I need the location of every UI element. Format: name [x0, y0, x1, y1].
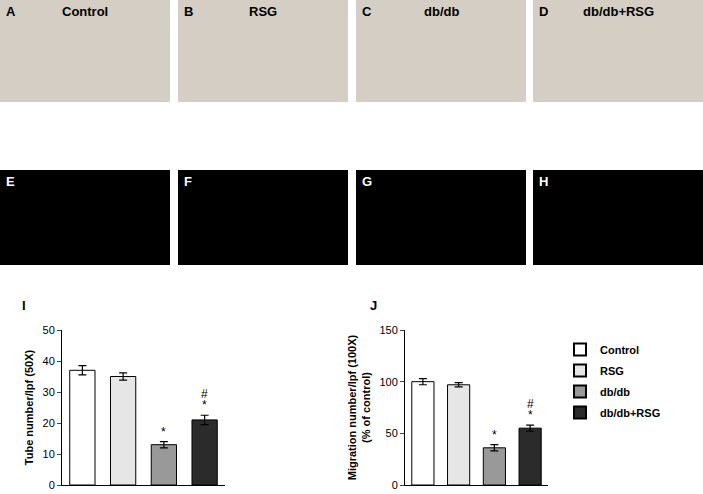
- svg-text:*: *: [528, 408, 533, 422]
- svg-text:30: 30: [43, 386, 55, 398]
- svg-text:#: #: [201, 387, 208, 401]
- svg-text:20: 20: [43, 417, 55, 429]
- svg-text:*: *: [202, 398, 207, 412]
- svg-text:db/db: db/db: [424, 4, 459, 19]
- svg-text:#: #: [527, 397, 534, 411]
- svg-text:db/db: db/db: [600, 386, 630, 398]
- svg-text:Control: Control: [600, 344, 639, 356]
- svg-text:150: 150: [379, 324, 397, 336]
- svg-text:50: 50: [386, 427, 398, 439]
- svg-text:RSG: RSG: [600, 365, 624, 377]
- svg-text:E: E: [6, 174, 15, 189]
- svg-text:A: A: [6, 4, 16, 19]
- svg-text:100: 100: [379, 376, 397, 388]
- svg-text:0: 0: [49, 479, 55, 491]
- svg-text:I: I: [22, 298, 26, 313]
- svg-text:50: 50: [43, 324, 55, 336]
- svg-text:40: 40: [43, 355, 55, 367]
- svg-text:10: 10: [43, 448, 55, 460]
- svg-text:B: B: [184, 4, 193, 19]
- svg-text:Control: Control: [62, 4, 108, 19]
- svg-text:F: F: [184, 174, 192, 189]
- svg-text:0: 0: [392, 479, 398, 491]
- svg-text:*: *: [492, 428, 497, 442]
- svg-text:db/db+RSG: db/db+RSG: [583, 4, 654, 19]
- svg-text:Tube number/lpf (50X): Tube number/lpf (50X): [23, 350, 35, 466]
- svg-text:G: G: [362, 174, 372, 189]
- svg-text:C: C: [362, 4, 372, 19]
- svg-text:J: J: [370, 298, 377, 313]
- svg-text:D: D: [539, 4, 548, 19]
- svg-text:RSG: RSG: [249, 4, 277, 19]
- svg-text:Migration number/lpf (100X)(%: Migration number/lpf (100X)(% of control…: [346, 334, 372, 480]
- svg-text:H: H: [539, 174, 548, 189]
- svg-text:*: *: [161, 425, 166, 439]
- svg-text:db/db+RSG: db/db+RSG: [600, 407, 660, 419]
